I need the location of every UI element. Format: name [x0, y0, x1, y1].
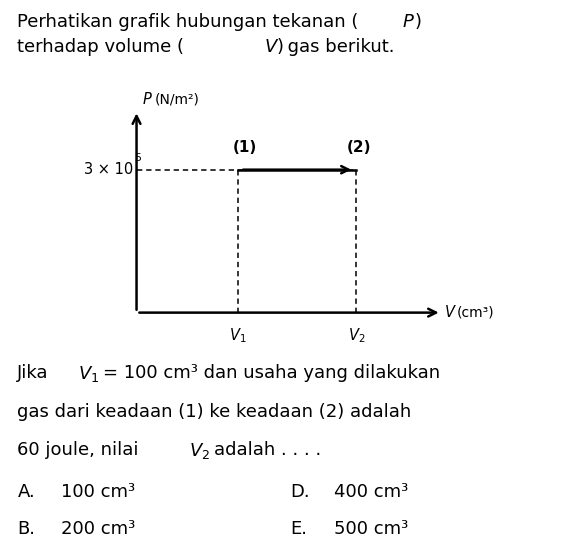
Text: Jika: Jika — [17, 364, 55, 382]
Text: ) gas berikut.: ) gas berikut. — [277, 38, 394, 56]
Text: (N/m²): (N/m²) — [155, 93, 200, 107]
Text: $V_2$: $V_2$ — [189, 441, 210, 461]
Text: $V_1$: $V_1$ — [229, 326, 247, 345]
Text: V: V — [265, 38, 277, 56]
Text: (1): (1) — [233, 140, 257, 155]
Text: (2): (2) — [347, 140, 371, 155]
Text: 400 cm³: 400 cm³ — [334, 483, 408, 501]
Text: Perhatikan grafik hubungan tekanan (: Perhatikan grafik hubungan tekanan ( — [17, 13, 363, 31]
Text: adalah . . . .: adalah . . . . — [214, 441, 321, 459]
Text: = 100 cm³ dan usaha yang dilakukan: = 100 cm³ dan usaha yang dilakukan — [103, 364, 440, 382]
Text: E.: E. — [290, 520, 307, 537]
Text: 500 cm³: 500 cm³ — [334, 520, 408, 537]
Text: 5: 5 — [134, 153, 141, 163]
Text: $V_1$: $V_1$ — [78, 364, 99, 384]
Text: A.: A. — [17, 483, 35, 501]
Text: ): ) — [415, 13, 422, 31]
Text: B.: B. — [17, 520, 35, 537]
Text: $V_2$: $V_2$ — [347, 326, 365, 345]
Text: terhadap volume (: terhadap volume ( — [17, 38, 188, 56]
Text: (cm³): (cm³) — [457, 306, 495, 320]
Text: 200 cm³: 200 cm³ — [61, 520, 135, 537]
Text: 60 joule, nilai: 60 joule, nilai — [17, 441, 145, 459]
Text: D.: D. — [290, 483, 310, 501]
Text: V: V — [444, 305, 454, 320]
Text: 100 cm³: 100 cm³ — [61, 483, 135, 501]
Text: gas dari keadaan (1) ke keadaan (2) adalah: gas dari keadaan (1) ke keadaan (2) adal… — [17, 403, 412, 420]
Text: P: P — [142, 92, 151, 107]
Text: 3 × 10: 3 × 10 — [84, 162, 134, 177]
Text: P: P — [403, 13, 414, 31]
